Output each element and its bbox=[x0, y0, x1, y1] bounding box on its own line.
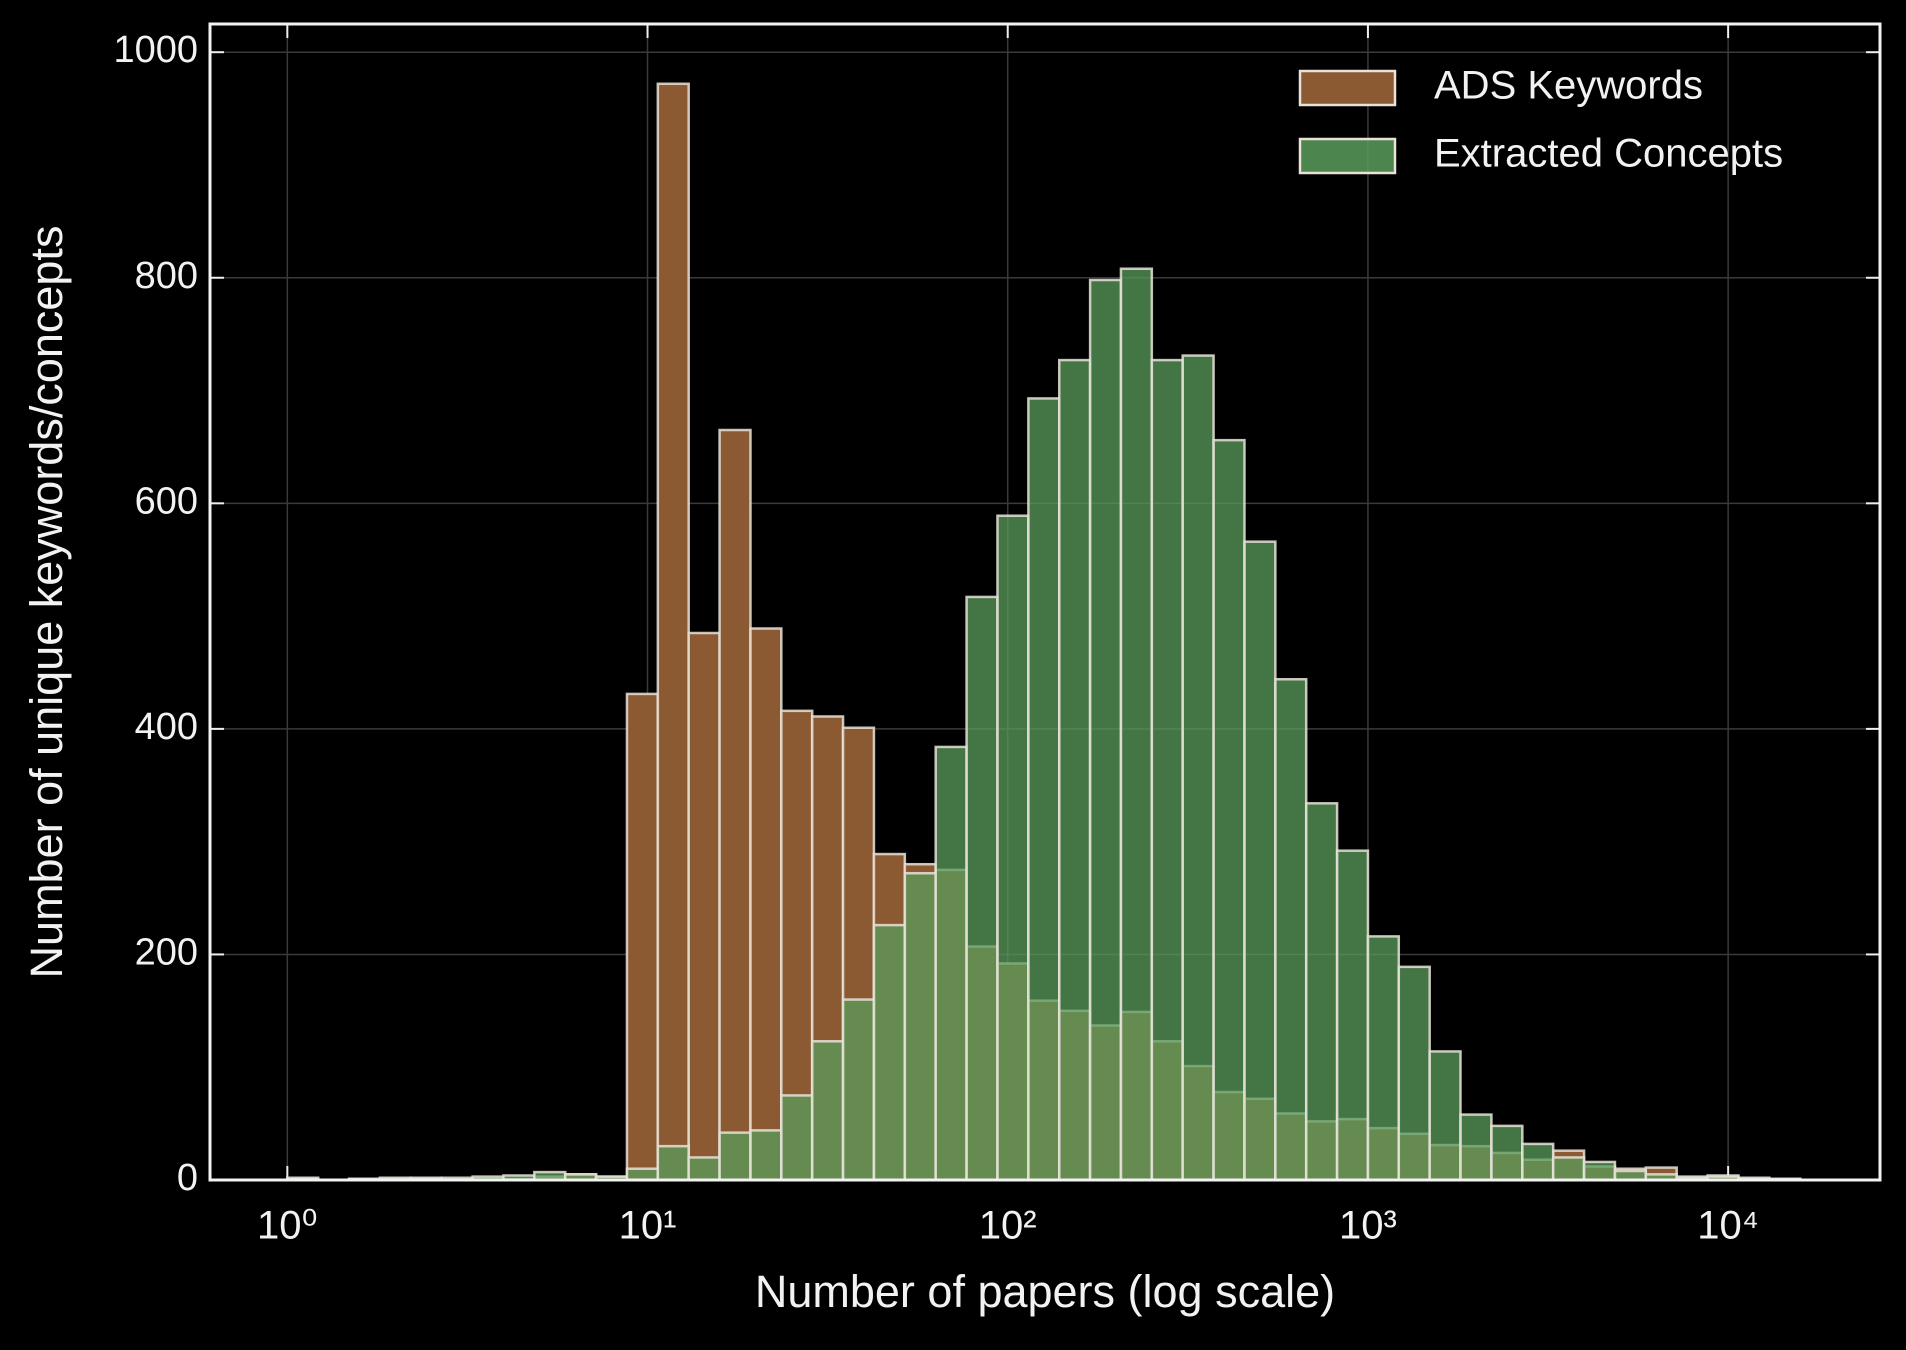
histogram-bar bbox=[749, 1129, 783, 1182]
histogram-bar bbox=[996, 514, 1030, 1182]
legend-swatch bbox=[1298, 137, 1397, 175]
histogram-bar bbox=[1428, 1050, 1462, 1182]
x-tick-label: 10⁰ bbox=[257, 1204, 318, 1248]
histogram-bar bbox=[1490, 1124, 1524, 1182]
histogram-bar bbox=[687, 1156, 721, 1182]
histogram-bar bbox=[965, 595, 999, 1182]
histogram-bar bbox=[718, 428, 752, 1182]
y-tick-label: 200 bbox=[135, 931, 198, 973]
histogram-bar bbox=[1304, 802, 1339, 1182]
histogram-bar bbox=[1150, 358, 1184, 1182]
legend-label: ADS Keywords bbox=[1434, 64, 1703, 108]
y-axis-label: Number of unique keywords/concepts bbox=[21, 226, 72, 979]
x-axis-label: Number of papers (log scale) bbox=[755, 1266, 1335, 1317]
histogram-bar bbox=[1551, 1156, 1586, 1182]
histogram-bar bbox=[1335, 849, 1370, 1182]
y-tick-label: 0 bbox=[177, 1157, 198, 1199]
histogram-bar bbox=[872, 923, 907, 1182]
histogram-bar bbox=[780, 1094, 814, 1182]
histogram-bar bbox=[841, 998, 876, 1182]
histogram-bar bbox=[1243, 540, 1277, 1182]
histogram-bar bbox=[1088, 278, 1123, 1182]
x-tick-label: 10³ bbox=[1339, 1204, 1397, 1248]
histogram-bar bbox=[1366, 935, 1401, 1182]
histogram-bar bbox=[1521, 1142, 1555, 1182]
y-tick-label: 400 bbox=[135, 706, 198, 748]
histogram-bar bbox=[749, 627, 783, 1182]
y-tick-label: 800 bbox=[135, 255, 198, 297]
plot-frame bbox=[208, 22, 1882, 1182]
histogram-bar bbox=[1582, 1160, 1617, 1182]
histogram-bar bbox=[656, 82, 690, 1182]
legend-swatch bbox=[1298, 69, 1397, 107]
histogram-bar bbox=[810, 1040, 845, 1182]
x-tick-label: 10⁴ bbox=[1697, 1204, 1759, 1248]
legend-label: Extracted Concepts bbox=[1434, 132, 1783, 176]
x-tick-label: 10¹ bbox=[619, 1204, 677, 1248]
y-tick-label: 600 bbox=[135, 480, 198, 522]
histogram-bar bbox=[934, 745, 968, 1182]
histogram-bar bbox=[656, 1144, 690, 1182]
histogram-bar bbox=[625, 692, 660, 1182]
histogram-bar bbox=[1397, 965, 1431, 1182]
histogram-bar bbox=[1119, 267, 1154, 1182]
histogram-bar bbox=[1181, 354, 1215, 1182]
histogram-bar bbox=[718, 1131, 752, 1182]
histogram-bar bbox=[1459, 1113, 1493, 1182]
histogram-bar bbox=[1274, 678, 1308, 1182]
y-tick-label: 1000 bbox=[113, 29, 198, 71]
histogram-bar bbox=[1057, 358, 1092, 1182]
histogram-bar bbox=[903, 871, 937, 1182]
x-tick-label: 10² bbox=[979, 1204, 1037, 1248]
histogram-bar bbox=[625, 1167, 660, 1182]
histogram-bar bbox=[1027, 397, 1061, 1182]
histogram-bar bbox=[1212, 438, 1246, 1182]
histogram-bar bbox=[687, 631, 721, 1182]
